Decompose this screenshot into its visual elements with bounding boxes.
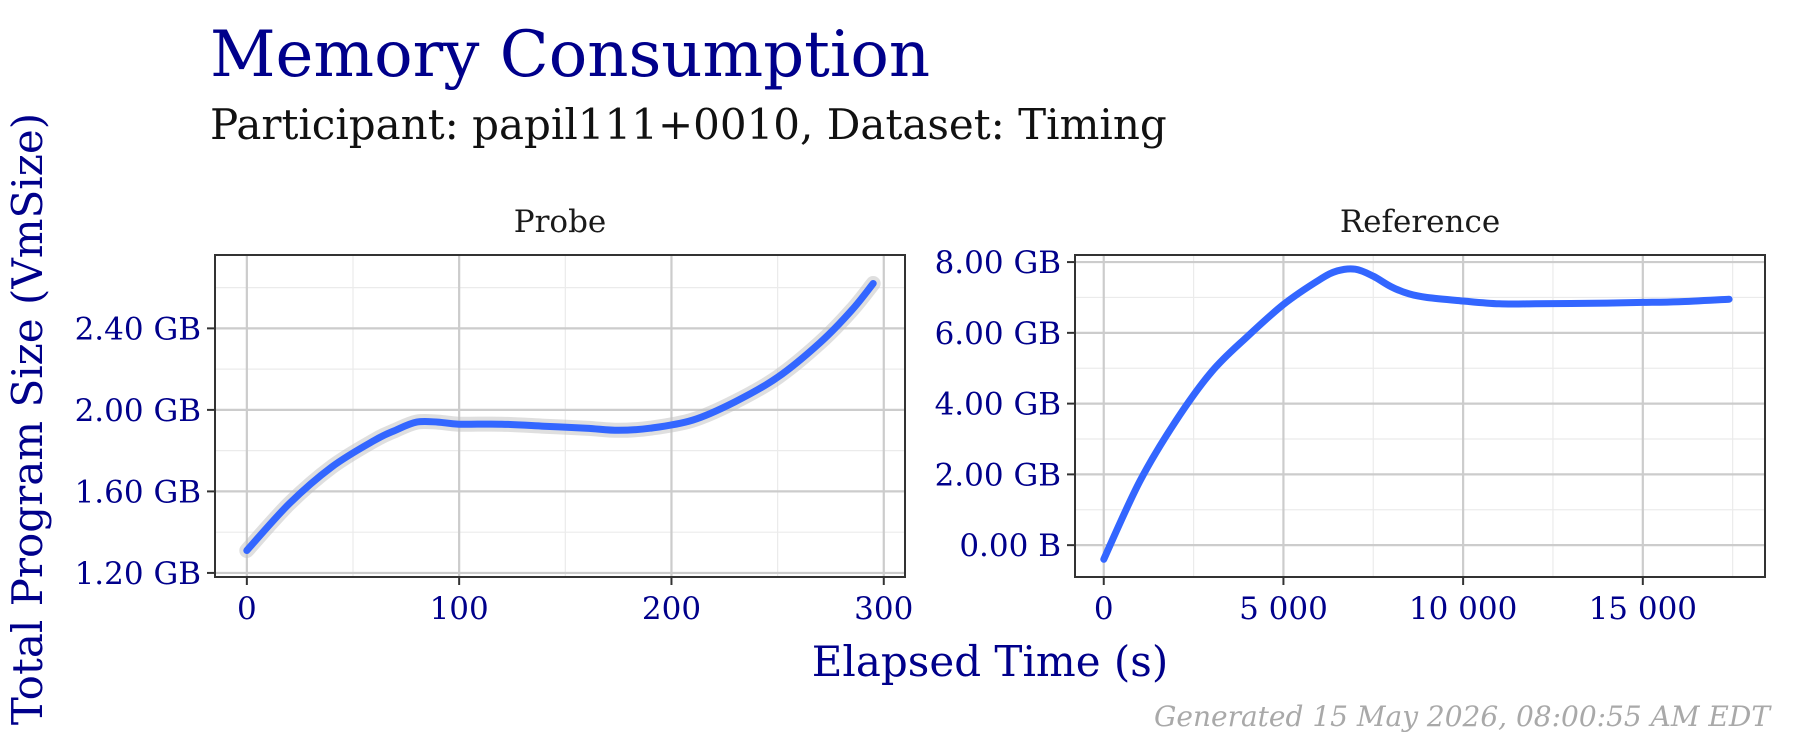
y-tick-label: 2.00 GB	[935, 457, 1061, 493]
chart-subtitle: Participant: papil111+0010, Dataset: Tim…	[210, 100, 1167, 149]
y-tick-label: 8.00 GB	[935, 245, 1061, 281]
series-line	[243, 280, 877, 554]
panel-probe: Probe 0 100 200 300 1.20 GB 1.60 GB 2.00 GB 2.40…	[75, 204, 914, 627]
chart-title: Memory Consumption	[210, 18, 931, 92]
generated-caption: Generated 15 May 2026, 08:00:55 AM EDT	[1154, 700, 1770, 733]
panel-border	[214, 254, 906, 578]
y-tick-label: 2.40 GB	[75, 311, 201, 347]
series-line	[1100, 265, 1733, 563]
panel-strip-label: Reference	[1340, 204, 1500, 240]
panels-layer: Probe 0 100 200 300 1.20 GB 1.60 GB 2.00 GB 2.40…	[75, 204, 1766, 627]
panel-strip-label: Probe	[514, 204, 607, 240]
x-tick-label: 10 000	[1409, 591, 1517, 627]
y-axis-label: Total Program Size (VmSize)	[3, 113, 52, 725]
x-tick-label: 100	[430, 591, 489, 627]
x-tick-label: 200	[642, 591, 701, 627]
y-tick-label: 0.00 B	[959, 528, 1061, 564]
x-tick-label: 5 000	[1239, 591, 1328, 627]
x-tick-label: 0	[237, 591, 257, 627]
x-tick-label: 15 000	[1589, 591, 1697, 627]
y-tick-label: 2.00 GB	[75, 393, 201, 429]
panel-background	[1075, 255, 1765, 577]
x-tick-label: 300	[854, 591, 913, 627]
y-tick-label: 1.20 GB	[75, 556, 201, 592]
y-tick-label: 1.60 GB	[75, 474, 201, 510]
x-axis-label: Elapsed Time (s)	[812, 637, 1168, 686]
y-tick-label: 4.00 GB	[935, 387, 1061, 423]
panel-reference: Reference 0 5 000 10 000 15 000 0.00 B 2.00 GB…	[935, 204, 1766, 627]
y-tick-label: 6.00 GB	[935, 316, 1061, 352]
panel-background	[215, 255, 905, 577]
x-tick-label: 0	[1094, 591, 1114, 627]
panel-border	[1074, 254, 1766, 578]
